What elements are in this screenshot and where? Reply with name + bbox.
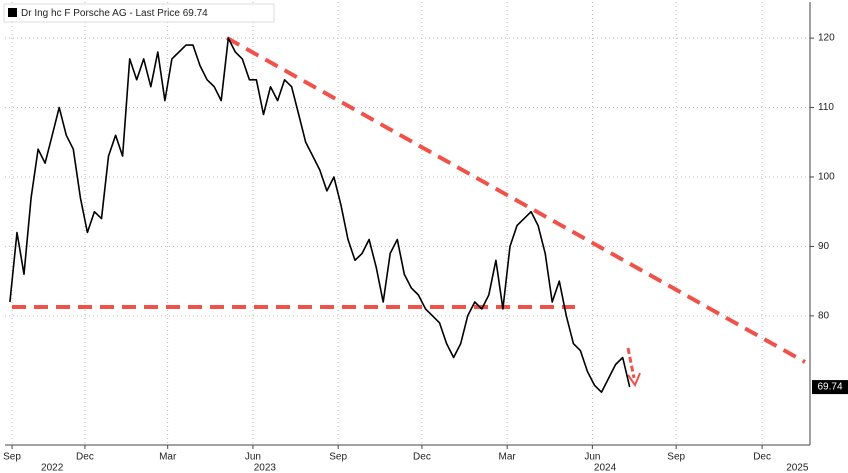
legend-label: Dr Ing hc F Porsche AG - Last Price 69.7… (21, 8, 208, 19)
legend: Dr Ing hc F Porsche AG - Last Price 69.7… (3, 3, 275, 23)
x-tick-label: Sep (3, 452, 21, 463)
y-tick-label: 100 (818, 172, 835, 183)
y-tick-label: 110 (818, 102, 834, 113)
x-tick-label: Dec (76, 452, 94, 463)
price-line (9, 37, 631, 393)
x-tick-label: Sep (667, 452, 685, 463)
legend-box (3, 3, 275, 23)
last-price-label: 69.74 (817, 382, 842, 393)
year-label: 2022 (41, 463, 64, 473)
year-label: 2025 (786, 463, 809, 473)
trend-line (226, 36, 806, 364)
y-tick-label: 90 (818, 241, 830, 252)
down-arrow (626, 347, 636, 379)
x-tick-label: Dec (413, 452, 431, 463)
x-tick-label: Mar (499, 452, 517, 463)
arrow-head (627, 372, 641, 388)
last-price-box (812, 380, 848, 395)
y-tick-label: 80 (818, 310, 830, 321)
year-label: 2024 (594, 463, 617, 473)
x-tick-label: Jun (584, 452, 600, 463)
x-tick-label: Jun (245, 452, 261, 463)
y-tick-label: 120 (818, 33, 835, 44)
x-tick-label: Sep (329, 452, 347, 463)
x-tick-label: Mar (159, 452, 177, 463)
plot-layer: 80 90 100 110 120 Sep Dec Mar Jun Sep Dec Mar Jun Sep… (3, 2, 848, 473)
x-tick-label: Dec (753, 452, 771, 463)
legend-swatch (8, 8, 17, 17)
year-label: 2023 (254, 463, 277, 473)
